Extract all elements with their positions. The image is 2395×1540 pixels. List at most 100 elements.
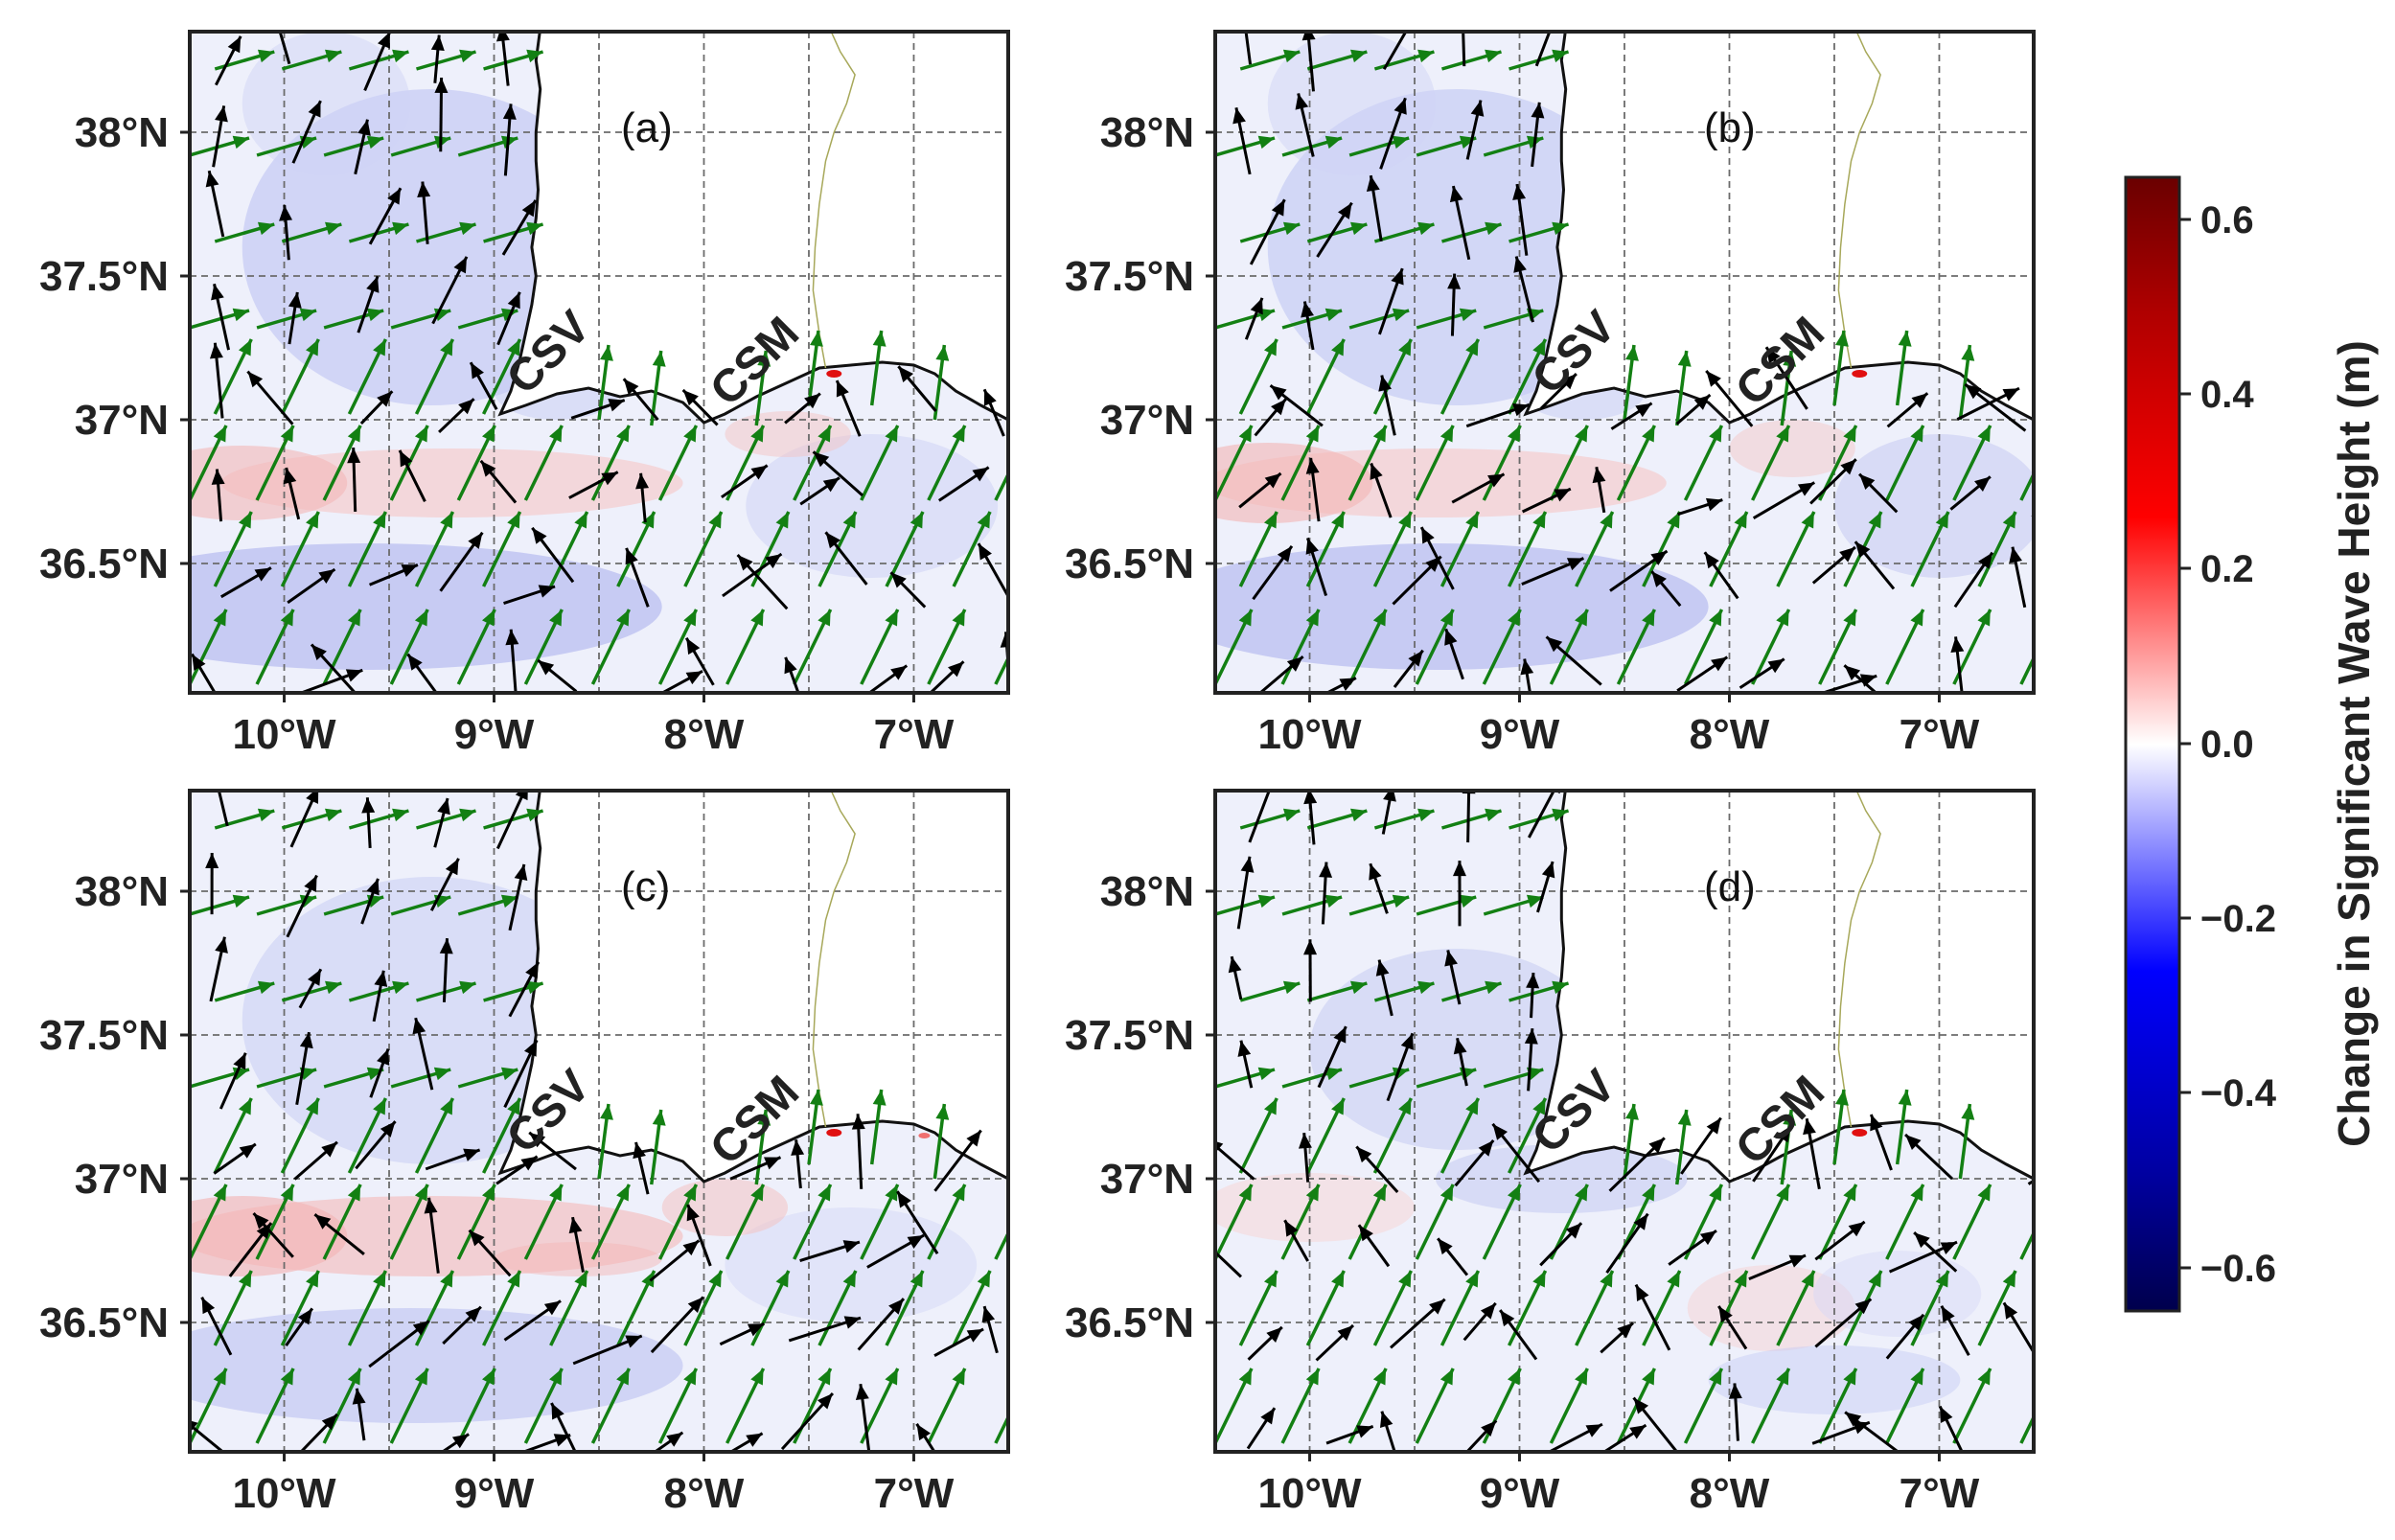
wave-direction-arrow-black-head bbox=[1941, 1305, 1955, 1323]
wave-direction-arrow-black-head bbox=[825, 532, 841, 549]
land bbox=[500, 32, 1008, 423]
colorbar: 0.6 0.4 0.2 0.0 −0.2 −0.4 −0.6 Change in… bbox=[2124, 175, 2379, 1313]
anomaly-hotspot bbox=[826, 1129, 842, 1137]
wave-direction-arrow-green-head bbox=[910, 512, 923, 529]
y-tick-label: 38°N bbox=[1100, 109, 1194, 156]
wave-direction-arrow-black-head bbox=[1438, 1238, 1453, 1255]
wave-direction-arrow-green-head bbox=[1459, 308, 1477, 322]
wave-direction-arrow-green-head bbox=[1324, 1067, 1343, 1081]
wave-direction-arrow-black-head bbox=[1699, 1230, 1716, 1246]
wave-direction-arrow-green-head bbox=[616, 1184, 630, 1202]
x-tick-label: 10°W bbox=[232, 711, 336, 758]
wave-direction-arrow-black-head bbox=[1301, 32, 1316, 41]
wave-direction-arrow-black-head bbox=[480, 460, 496, 477]
map-panel-body: CSV CSM 10°W 9°W 8°W 7°W 38°N 37.5°N 37°N 36.5°N bbox=[1065, 773, 2083, 1517]
colorbar-tick-label: 0.4 bbox=[2200, 374, 2254, 416]
panel-frame bbox=[1213, 789, 2036, 1454]
wave-direction-arrow-black-head bbox=[1650, 551, 1668, 565]
wave-direction-arrow-black-head bbox=[192, 654, 206, 671]
wave-direction-arrow-green-head bbox=[1526, 894, 1544, 908]
wave-direction-arrow-green-head bbox=[325, 221, 342, 236]
wave-direction-arrow-green-head bbox=[652, 351, 666, 367]
wave-direction-arrow-green-head bbox=[818, 1184, 831, 1202]
wave-direction-arrow-black-head bbox=[1854, 1299, 1872, 1315]
wave-height-anomaly bbox=[1729, 420, 1855, 477]
wave-direction-arrow-green-head bbox=[280, 609, 294, 627]
wave-direction-arrow-green-head bbox=[1977, 609, 1991, 627]
wave-direction-arrow-green-head bbox=[708, 512, 722, 529]
wave-direction-arrow-black-head bbox=[366, 276, 380, 293]
wave-direction-arrow-green-head bbox=[526, 221, 543, 236]
wave-direction-arrow-green-head bbox=[1977, 425, 1991, 443]
wave-direction-arrow-green-head bbox=[1898, 1090, 1912, 1106]
wave-direction-arrow-green-head bbox=[1575, 1184, 1588, 1202]
wave-direction-arrow-green-head bbox=[526, 49, 543, 63]
wave-direction-arrow-black-head bbox=[283, 468, 297, 485]
wave-direction-arrow-black-head bbox=[1940, 1406, 1953, 1423]
wave-direction-arrow-black-head bbox=[1905, 1134, 1922, 1151]
wave-direction-arrow-green-head bbox=[1532, 1098, 1546, 1115]
wave-direction-arrow-black-head bbox=[1264, 773, 1277, 790]
wave-direction-arrow-black-head bbox=[1526, 973, 1540, 989]
wave-direction-arrow-black bbox=[1215, 1143, 1255, 1181]
wave-direction-arrow-black-head bbox=[417, 181, 431, 197]
wave-direction-arrow-black-head bbox=[1635, 402, 1652, 418]
wave-direction-arrow-black-head bbox=[1546, 636, 1563, 653]
wave-direction-arrow-green-head bbox=[1575, 1368, 1588, 1386]
wave-direction-arrow-green-head bbox=[600, 1104, 613, 1120]
wave-direction-arrow-green-head bbox=[2002, 1271, 2016, 1288]
wave-direction-arrow-green-head bbox=[366, 135, 384, 149]
wave-direction-arrow-green-head bbox=[325, 49, 342, 63]
wave-direction-arrow-black-head bbox=[412, 1018, 426, 1035]
wave-direction-arrow-black-head bbox=[1444, 629, 1458, 646]
wave-direction-arrow-black-head bbox=[747, 1323, 765, 1337]
wave-direction-arrow-green-head bbox=[616, 609, 630, 627]
y-tick-label: 36.5°N bbox=[39, 540, 169, 587]
wave-direction-arrow-green-head bbox=[414, 425, 428, 443]
wave-direction-arrow-green-head bbox=[1677, 1110, 1692, 1126]
y-tick-label: 37°N bbox=[75, 1156, 169, 1203]
wave-direction-arrow-black-head bbox=[529, 1132, 546, 1148]
wave-direction-arrow-black-head bbox=[750, 465, 768, 480]
wave-direction-arrow-black-head bbox=[1711, 656, 1728, 672]
wave-direction-arrow-green-head bbox=[213, 1184, 226, 1202]
wave-direction-arrow-green-head bbox=[392, 808, 409, 822]
wave-direction-arrow-black-head bbox=[361, 797, 376, 814]
wave-height-anomaly bbox=[1215, 543, 1709, 670]
wave-direction-arrow-black-head bbox=[1908, 1314, 1924, 1331]
wave-direction-arrow-black-head bbox=[543, 1300, 562, 1316]
wave-direction-arrow-green-head bbox=[1398, 1271, 1412, 1288]
wave-direction-arrow-green-head bbox=[257, 49, 275, 63]
wave-direction-arrow-black-head bbox=[1728, 1383, 1742, 1399]
wave-direction-arrow-black-head bbox=[686, 1204, 700, 1222]
wave-direction-arrow-black-head bbox=[1693, 395, 1711, 410]
wave-direction-arrow-black-head bbox=[201, 1297, 216, 1315]
wave-direction-arrow-black-head bbox=[532, 527, 547, 544]
panel-label: (b) bbox=[1704, 104, 1756, 151]
wave-height-anomaly bbox=[725, 1207, 978, 1322]
wave-direction-arrow-black-head bbox=[981, 1306, 996, 1323]
wave-direction-arrow-black-head bbox=[1453, 1038, 1467, 1055]
colorbar-tick-label: −0.6 bbox=[2200, 1248, 2276, 1290]
wave-direction-arrow-green bbox=[2046, 1271, 2083, 1345]
wave-direction-arrow-green-head bbox=[2002, 512, 2016, 529]
wave-height-anomaly bbox=[494, 1242, 662, 1276]
wave-direction-arrow-black-head bbox=[1444, 950, 1458, 967]
wave-direction-arrow-green-head bbox=[481, 1368, 495, 1386]
wave-direction-arrow-green-head bbox=[1439, 425, 1454, 443]
wave-direction-arrow-green-head bbox=[1977, 1184, 1991, 1202]
wave-direction-arrow-green-head bbox=[818, 1368, 831, 1386]
wave-direction-arrow-green-head bbox=[347, 1184, 361, 1202]
wave-direction-arrow-black-head bbox=[1303, 939, 1318, 955]
wave-direction-arrow-black-head bbox=[625, 547, 638, 565]
wave-direction-arrow-green-head bbox=[1642, 1368, 1655, 1386]
wave-direction-arrow-green-head bbox=[1263, 512, 1278, 529]
wave-direction-arrow-black-head bbox=[1541, 862, 1555, 879]
wave-direction-arrow-black-head bbox=[1052, 451, 1069, 467]
wave-height-anomaly bbox=[190, 1196, 348, 1276]
wave-direction-arrow-green-head bbox=[1843, 1368, 1856, 1386]
wave-direction-arrow-green-head bbox=[910, 1271, 923, 1288]
wave-direction-arrow-green-head bbox=[885, 425, 898, 443]
wave-height-anomaly bbox=[661, 1179, 789, 1236]
